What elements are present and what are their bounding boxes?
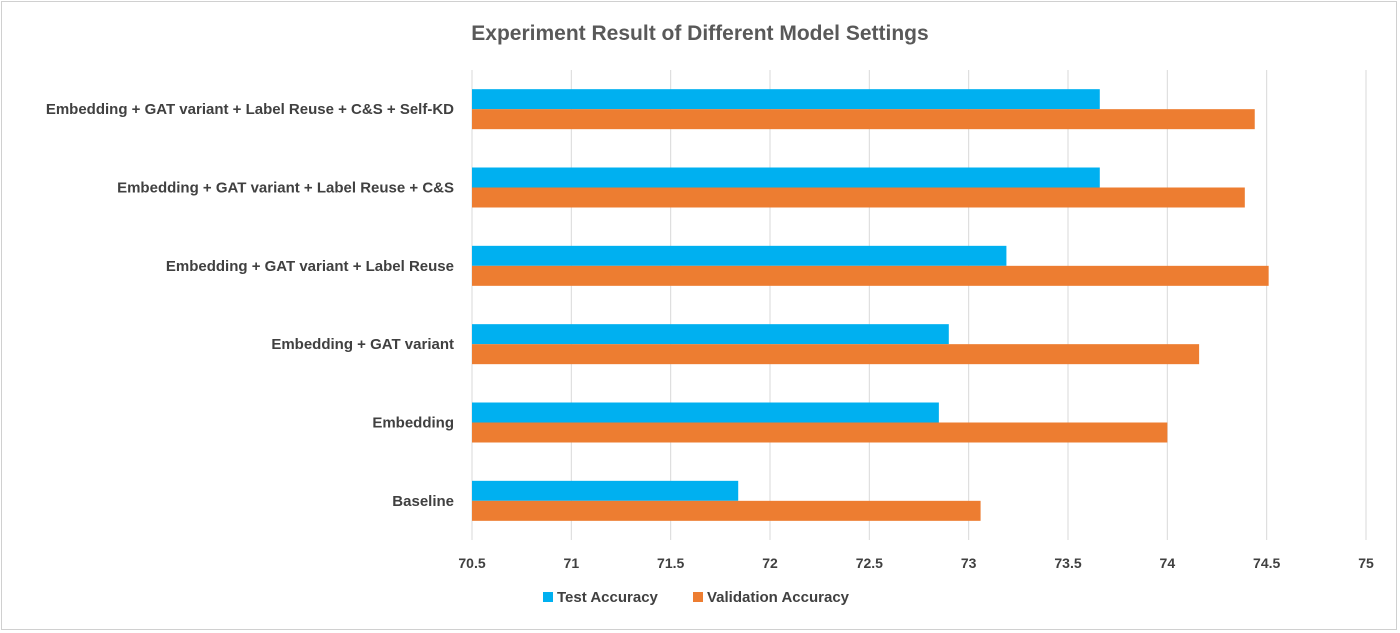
x-tick-label: 73 — [961, 555, 977, 571]
x-tick-label: 74 — [1160, 555, 1176, 571]
gridlines — [471, 70, 1367, 540]
category-label: Embedding + GAT variant + Label Reuse + … — [46, 101, 454, 118]
legend: Test Accuracy Validation Accuracy — [543, 589, 850, 606]
bar-validation-0 — [472, 500, 981, 521]
bar-validation-4 — [472, 187, 1245, 208]
x-tick-label: 74.5 — [1253, 555, 1280, 571]
category-label: Embedding — [372, 415, 454, 432]
bar-test-3 — [472, 245, 1007, 266]
bar-validation-5 — [472, 109, 1255, 130]
x-tick-label: 75 — [1358, 555, 1374, 571]
x-axis-tick-labels: 70.5 71 71.5 72 72.5 73 73.5 74 74.5 75 — [458, 555, 1374, 571]
legend-swatch — [543, 592, 553, 602]
legend-swatch — [693, 592, 703, 602]
bar-test-1 — [472, 402, 939, 423]
x-tick-label: 71 — [564, 555, 580, 571]
bar-test-2 — [472, 324, 949, 345]
category-label: Baseline — [392, 493, 454, 510]
legend-label: Test Accuracy — [557, 589, 659, 606]
bar-validation-2 — [472, 344, 1200, 365]
x-tick-label: 71.5 — [657, 555, 684, 571]
category-label: Embedding + GAT variant + Label Reuse + … — [117, 180, 454, 197]
bar-test-4 — [472, 167, 1100, 188]
x-tick-label: 70.5 — [458, 555, 485, 571]
x-tick-label: 72.5 — [856, 555, 883, 571]
category-label: Embedding + GAT variant — [271, 336, 454, 353]
chart-title: Experiment Result of Different Model Set… — [471, 22, 928, 45]
bar-validation-3 — [472, 265, 1269, 286]
bar-test-5 — [472, 89, 1100, 110]
x-tick-label: 73.5 — [1054, 555, 1081, 571]
x-tick-label: 72 — [762, 555, 778, 571]
bar-validation-1 — [472, 422, 1168, 443]
bars — [472, 89, 1269, 521]
category-label: Embedding + GAT variant + Label Reuse — [166, 258, 454, 275]
category-labels: Baseline Embedding Embedding + GAT variant… — [46, 101, 454, 510]
bar-test-0 — [472, 480, 739, 501]
legend-label: Validation Accuracy — [707, 589, 850, 606]
